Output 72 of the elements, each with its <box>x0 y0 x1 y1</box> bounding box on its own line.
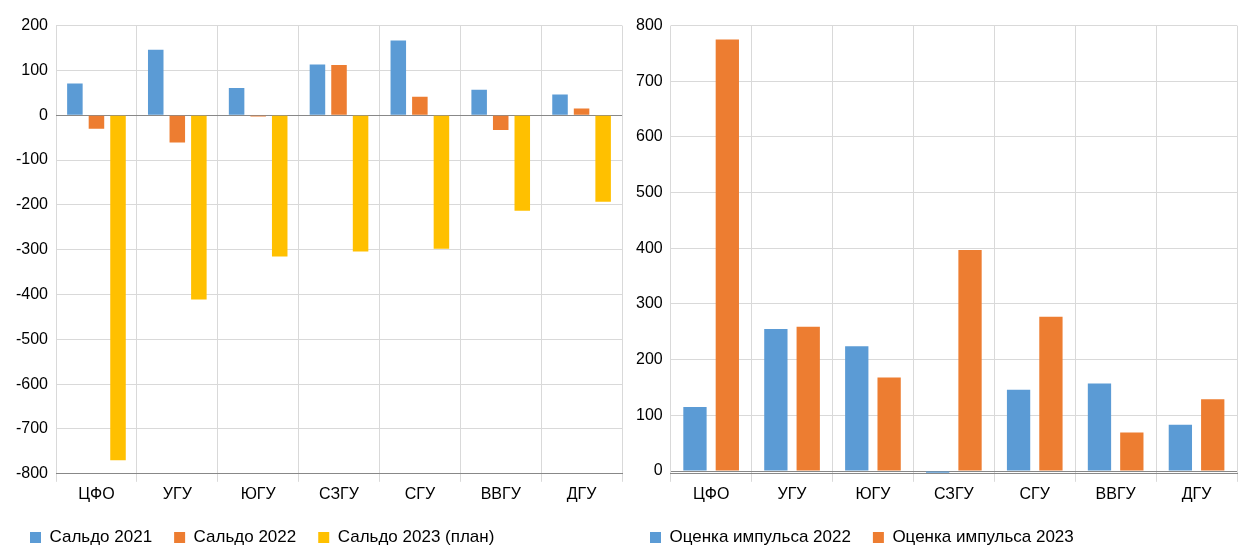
bar <box>88 115 105 129</box>
bar <box>309 64 326 115</box>
x-tick-label: ДГУ <box>566 484 598 502</box>
bar <box>514 115 531 211</box>
legend-label: Сальдо 2022 <box>193 527 297 547</box>
bar <box>877 377 901 471</box>
y-tick-label: -800 <box>15 464 49 482</box>
x-tick-label: ЦФО <box>78 484 115 502</box>
bar <box>433 115 450 249</box>
y-tick-label: 600 <box>635 127 663 145</box>
y-tick-label: -500 <box>15 329 49 347</box>
bar <box>1201 399 1225 471</box>
legend-label: Оценка импульса 2022 <box>669 527 851 547</box>
bar <box>573 108 590 115</box>
bar <box>1006 389 1031 471</box>
y-tick-label: 500 <box>635 183 663 201</box>
bar <box>352 115 369 252</box>
y-tick-label: -100 <box>15 150 49 168</box>
bar <box>228 87 245 115</box>
y-tick-label: -600 <box>15 374 49 392</box>
bar <box>191 115 207 300</box>
y-tick-label: 200 <box>21 16 49 34</box>
y-tick-label: 800 <box>635 16 663 34</box>
x-tick-label: СГУ <box>404 484 436 502</box>
x-tick-label: ЮГУ <box>855 484 892 502</box>
y-tick-label: 100 <box>635 405 663 423</box>
bar <box>390 40 407 115</box>
x-tick-label: СЗГУ <box>319 484 360 502</box>
bar <box>683 406 707 471</box>
bar <box>552 94 568 115</box>
bar <box>1168 424 1193 471</box>
x-tick-label: УГУ <box>777 484 808 502</box>
y-tick-label: -200 <box>15 195 49 213</box>
x-tick-label: СЗГУ <box>933 484 975 502</box>
bar <box>1120 432 1144 471</box>
bar <box>271 115 288 257</box>
legend-label: Сальдо 2021 <box>49 527 153 547</box>
bar <box>796 326 820 471</box>
bar <box>492 115 509 131</box>
bar <box>110 115 126 461</box>
y-tick-label: 200 <box>635 350 663 368</box>
bar <box>595 115 611 202</box>
bar <box>1039 316 1063 471</box>
bar <box>845 346 869 471</box>
x-tick-label: ЦФО <box>692 484 730 502</box>
bar <box>764 329 788 471</box>
y-tick-label: 100 <box>21 60 49 78</box>
legend-label: Сальдо 2023 (план) <box>337 527 495 547</box>
legend-label: Оценка импульса 2023 <box>892 527 1074 547</box>
bar <box>67 83 83 115</box>
x-tick-label: ДГУ <box>1181 484 1213 502</box>
bar <box>331 65 347 115</box>
bar <box>169 115 186 143</box>
y-tick-label: -300 <box>15 240 49 258</box>
y-tick-label: -700 <box>15 419 49 437</box>
x-tick-label: ЮГУ <box>240 484 277 502</box>
y-tick-label: 400 <box>635 238 663 256</box>
x-tick-label: ВВГУ <box>1095 484 1137 502</box>
y-tick-label: -400 <box>15 284 49 302</box>
bar <box>1087 383 1112 471</box>
bar <box>147 49 164 115</box>
bar <box>412 96 428 115</box>
x-tick-label: СГУ <box>1019 484 1051 502</box>
y-tick-label: 300 <box>635 294 663 312</box>
x-tick-label: УГУ <box>162 484 193 502</box>
bar <box>471 89 487 115</box>
y-tick-label: 0 <box>653 461 663 479</box>
y-tick-label: 700 <box>635 71 663 89</box>
y-tick-label: 0 <box>39 105 49 123</box>
x-tick-label: ВВГУ <box>480 484 522 502</box>
bar <box>715 39 739 471</box>
bar <box>958 249 982 471</box>
